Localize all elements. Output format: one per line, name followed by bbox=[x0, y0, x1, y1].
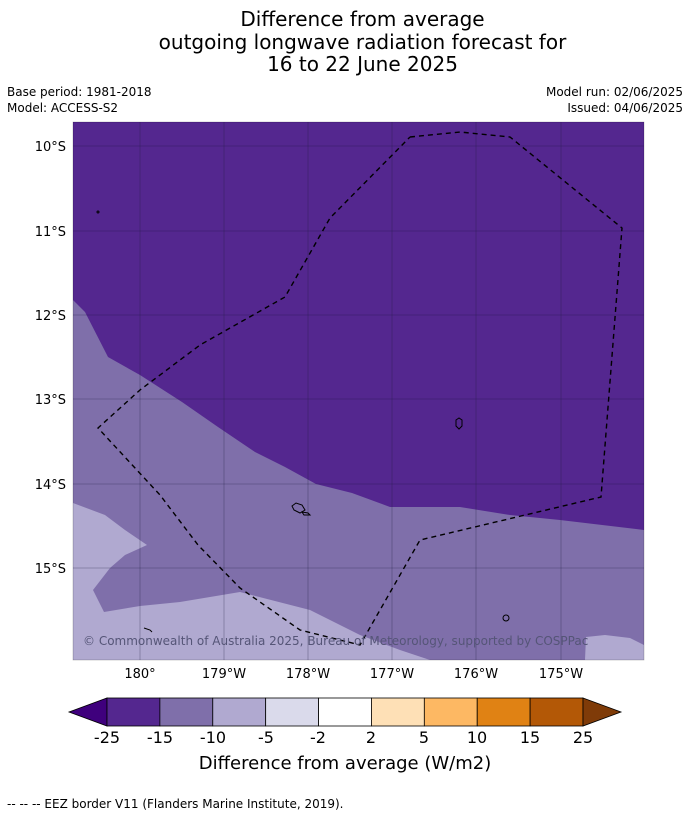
lat-tick: 11°S bbox=[35, 225, 66, 240]
copyright-notice: © Commonwealth of Australia 2025, Bureau… bbox=[83, 634, 588, 648]
colorbar-segment bbox=[159, 697, 214, 727]
region-mid-purple bbox=[73, 300, 644, 660]
island bbox=[291, 502, 306, 514]
lon-tick: 175°W bbox=[539, 667, 583, 682]
longitude-ticks: 180° 179°W 178°W 177°W 176°W 175°W bbox=[124, 667, 583, 682]
gridlines bbox=[73, 122, 644, 660]
lat-tick: 10°S bbox=[35, 140, 66, 155]
latitude-ticks: 10°S 11°S 12°S 13°S 14°S 15°S bbox=[35, 140, 66, 577]
colorbar-tick: -15 bbox=[146, 728, 174, 747]
model-name: Model: ACCESS-S2 bbox=[7, 101, 119, 115]
colorbar-segment bbox=[265, 697, 319, 727]
lat-tick: 14°S bbox=[35, 478, 66, 493]
meta-left: Base period: 1981-2018 Model: ACCESS-S2 bbox=[7, 84, 152, 116]
lon-tick: 177°W bbox=[370, 667, 414, 682]
colorbar-tick: -10 bbox=[199, 728, 227, 747]
island bbox=[300, 511, 312, 516]
base-period: Base period: 1981-2018 bbox=[7, 85, 152, 99]
colorbar bbox=[67, 697, 623, 727]
model-run: Model run: 02/06/2025 bbox=[545, 85, 683, 99]
island bbox=[502, 614, 510, 622]
map-panel: © Commonwealth of Australia 2025, Bureau… bbox=[73, 122, 644, 660]
colorbar-tick: 10 bbox=[466, 728, 488, 747]
region-light-purple-east bbox=[585, 635, 644, 660]
colorbar-label: Difference from average (W/m2) bbox=[198, 753, 492, 774]
colorbar-tick: -5 bbox=[258, 728, 274, 747]
lon-tick: 178°W bbox=[286, 667, 330, 682]
colorbar-extend-low bbox=[67, 697, 108, 727]
island bbox=[455, 417, 463, 430]
lat-tick: 13°S bbox=[35, 393, 66, 408]
colorbar-tick: 15 bbox=[519, 728, 541, 747]
colorbar-segment bbox=[318, 697, 372, 727]
colorbar-segment bbox=[476, 697, 531, 727]
chart-title: Difference from average outgoing longwav… bbox=[0, 8, 690, 76]
colorbar-tick: -2 bbox=[310, 728, 326, 747]
lat-tick: 12°S bbox=[35, 309, 66, 324]
eez-legend-note: -- -- -- EEZ border V11 (Flanders Marine… bbox=[7, 797, 344, 811]
eez-border bbox=[97, 131, 623, 646]
meta-right: Model run: 02/06/2025 Issued: 04/06/2025 bbox=[546, 84, 683, 116]
islands bbox=[96, 210, 510, 633]
title-line-1: Difference from average bbox=[240, 7, 485, 31]
issued-date: Issued: 04/06/2025 bbox=[567, 101, 683, 115]
colorbar-segment bbox=[106, 697, 161, 727]
colorbar-segment bbox=[529, 697, 584, 727]
colorbar-tick: 2 bbox=[365, 728, 377, 747]
map-frame bbox=[72, 121, 645, 661]
colorbar-tick: -25 bbox=[93, 728, 121, 747]
colorbar-extend-high bbox=[582, 697, 623, 727]
lat-tick: 15°S bbox=[35, 562, 66, 577]
lon-tick: 176°W bbox=[454, 667, 498, 682]
colorbar-tick: 5 bbox=[418, 728, 430, 747]
region-light-purple bbox=[73, 503, 430, 660]
colorbar-tick: 25 bbox=[572, 728, 594, 747]
island bbox=[96, 210, 100, 214]
title-line-3: 16 to 22 June 2025 bbox=[267, 52, 458, 76]
lon-tick: 179°W bbox=[202, 667, 246, 682]
colorbar-segment bbox=[371, 697, 425, 727]
colorbar-segment bbox=[423, 697, 478, 727]
colorbar-segment bbox=[212, 697, 267, 727]
title-line-2: outgoing longwave radiation forecast for bbox=[158, 29, 567, 54]
lon-tick: 180° bbox=[124, 667, 155, 682]
island bbox=[143, 627, 153, 633]
